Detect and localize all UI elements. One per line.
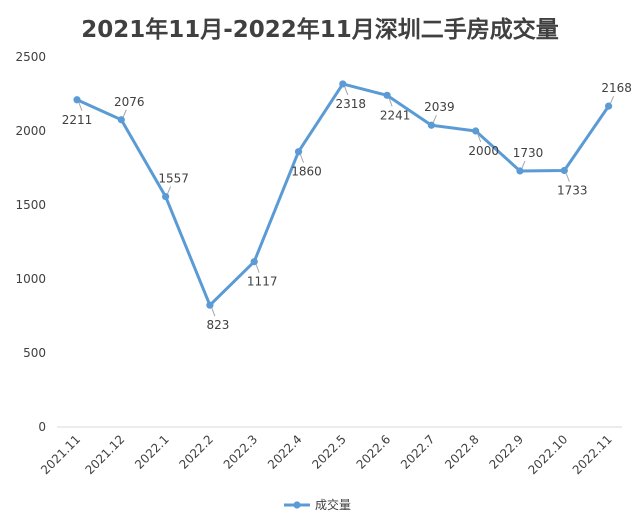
data-label: 2211 <box>62 113 93 127</box>
x-tick-label: 2022.7 <box>398 432 438 472</box>
legend-marker-icon <box>293 501 301 509</box>
data-label-leader <box>78 102 83 111</box>
data-label-leader <box>565 173 570 182</box>
x-tick-label: 2022.5 <box>309 432 349 472</box>
x-tick-label: 2022.6 <box>354 432 394 472</box>
y-tick-label: 1000 <box>15 272 46 286</box>
x-tick-label: 2022.1 <box>132 432 172 472</box>
data-label-leader <box>211 308 216 317</box>
data-point <box>162 192 170 201</box>
data-point <box>117 116 125 124</box>
legend: 成交量 <box>284 497 351 512</box>
data-point <box>383 91 391 99</box>
data-label-leader <box>344 86 349 96</box>
y-tick-label: 0 <box>38 420 46 434</box>
data-label-leader <box>122 109 127 117</box>
y-tick-label: 1500 <box>15 198 46 212</box>
data-point <box>73 96 81 104</box>
data-point <box>427 121 435 129</box>
data-point <box>516 167 524 175</box>
data-label: 1557 <box>158 172 189 186</box>
data-point <box>250 258 258 266</box>
data-label-leader <box>610 95 615 104</box>
chart-title: 2021年11月-2022年11月深圳二手房成交量 <box>81 17 559 43</box>
x-tick-label: 2022.3 <box>221 432 261 472</box>
x-tick-label: 2022.9 <box>487 432 527 472</box>
x-tick-label: 2022.2 <box>176 432 216 472</box>
y-tick-label: 2000 <box>15 124 46 138</box>
x-tick-label: 2022.8 <box>442 432 482 472</box>
data-label-leader <box>300 154 304 163</box>
data-label: 823 <box>206 318 229 332</box>
data-point <box>294 148 303 156</box>
x-tick-label: 2022.10 <box>525 432 570 477</box>
legend-label: 成交量 <box>315 497 351 512</box>
x-tick-label: 2021.11 <box>38 432 83 477</box>
data-label: 2318 <box>336 97 367 111</box>
data-label: 2241 <box>380 108 411 122</box>
data-label-leader <box>477 133 482 143</box>
data-label-leader <box>167 186 172 194</box>
y-tick-label: 500 <box>23 346 46 360</box>
data-label: 2168 <box>601 81 632 95</box>
data-point <box>206 301 214 309</box>
data-point <box>339 80 347 88</box>
data-label: 2076 <box>114 95 145 109</box>
x-tick-label: 2021.12 <box>82 432 127 477</box>
data-label: 1733 <box>557 184 588 198</box>
data-label: 1730 <box>513 146 544 160</box>
x-tick-label: 2022.4 <box>265 432 305 472</box>
data-label-leader <box>255 264 260 273</box>
data-label-leader <box>521 160 526 169</box>
data-point <box>472 127 480 135</box>
data-point <box>605 102 613 110</box>
data-label: 2039 <box>424 100 455 114</box>
series-line <box>75 82 611 307</box>
data-label: 1860 <box>291 165 322 179</box>
y-tick-label: 2500 <box>15 50 46 64</box>
data-label: 2000 <box>468 144 499 158</box>
data-point <box>560 166 568 175</box>
x-tick-label: 2022.11 <box>570 432 615 477</box>
data-label: 1117 <box>247 275 278 289</box>
data-label-leader <box>388 98 393 107</box>
data-label-leader <box>432 115 437 123</box>
